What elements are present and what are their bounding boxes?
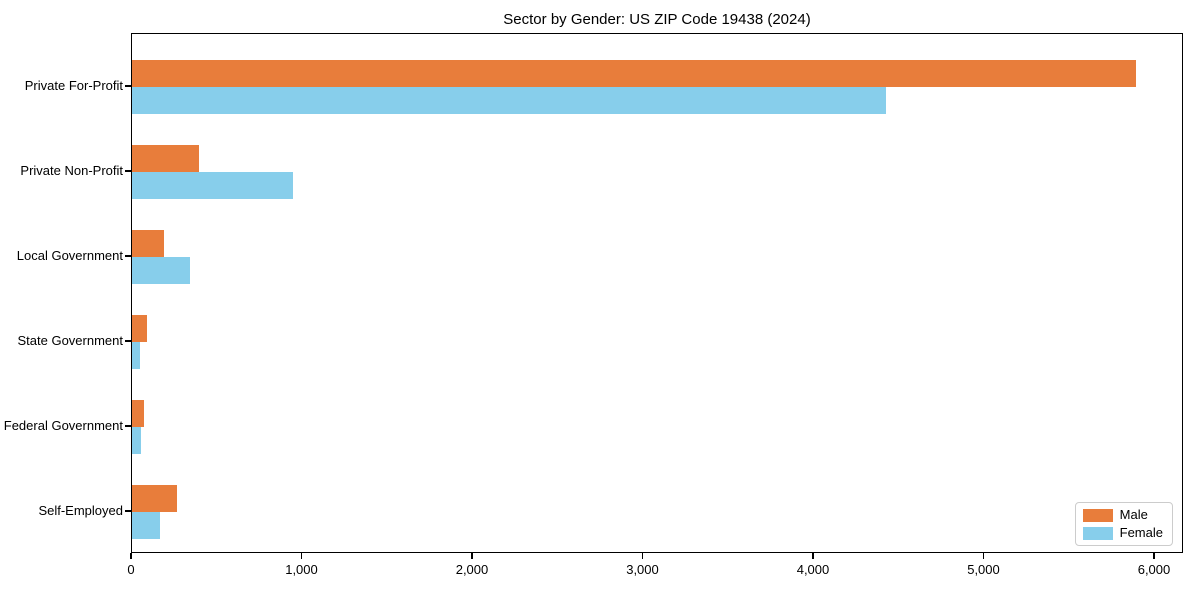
x-tick-label-5000: 5,000: [967, 562, 1000, 577]
y-tick-federal-government: [125, 425, 131, 427]
y-label-private-non-profit: Private Non-Profit: [20, 163, 123, 178]
plot-area: Male Female: [131, 33, 1183, 553]
bar-female-private-non-profit: [132, 172, 294, 199]
x-tick-4000: [812, 553, 814, 559]
y-label-local-government: Local Government: [16, 248, 123, 263]
female-swatch: [1082, 526, 1113, 540]
x-tick-0: [130, 553, 132, 559]
y-label-private-for-profit: Private For-Profit: [24, 78, 123, 93]
y-label-federal-government: Federal Government: [3, 418, 123, 433]
legend: Male Female: [1074, 502, 1173, 546]
bar-male-self-employed: [132, 485, 178, 512]
bar-male-private-non-profit: [132, 145, 199, 172]
x-tick-1000: [300, 553, 303, 559]
y-tick-private-non-profit: [125, 170, 131, 172]
bar-female-private-for-profit: [132, 87, 886, 114]
x-tick-label-4000: 4,000: [796, 562, 830, 577]
bar-male-local-government: [132, 230, 165, 257]
bar-male-state-government: [132, 315, 148, 342]
x-tick-label-1000: 1,000: [285, 562, 318, 577]
x-tick-label-6000: 6,000: [1137, 562, 1171, 577]
legend-label-female: Female: [1119, 525, 1163, 540]
bar-female-self-employed: [132, 512, 161, 539]
x-tick-label-3000: 3,000: [626, 562, 659, 577]
y-label-self-employed: Self-Employed: [38, 503, 123, 518]
x-tick-label-2000: 2,000: [455, 562, 489, 577]
x-tick-3000: [641, 553, 644, 559]
bar-female-local-government: [132, 257, 190, 284]
y-label-state-government: State Government: [17, 333, 124, 348]
legend-item-male: Male: [1082, 507, 1163, 522]
bar-female-federal-government: [132, 427, 142, 454]
male-swatch: [1082, 508, 1113, 522]
x-tick-5000: [982, 553, 985, 559]
x-tick-label-0: 0: [127, 562, 135, 577]
legend-item-female: Female: [1082, 525, 1163, 540]
bar-female-state-government: [132, 342, 140, 369]
y-tick-self-employed: [125, 510, 131, 512]
x-tick-6000: [1153, 553, 1155, 559]
y-tick-private-for-profit: [125, 85, 131, 87]
y-tick-local-government: [125, 255, 131, 257]
x-tick-2000: [471, 553, 473, 559]
bar-male-private-for-profit: [132, 60, 1137, 87]
bar-male-federal-government: [132, 400, 144, 427]
chart-title: Sector by Gender: US ZIP Code 19438 (202…: [503, 11, 811, 28]
legend-label-male: Male: [1119, 507, 1148, 522]
y-tick-state-government: [125, 340, 131, 342]
